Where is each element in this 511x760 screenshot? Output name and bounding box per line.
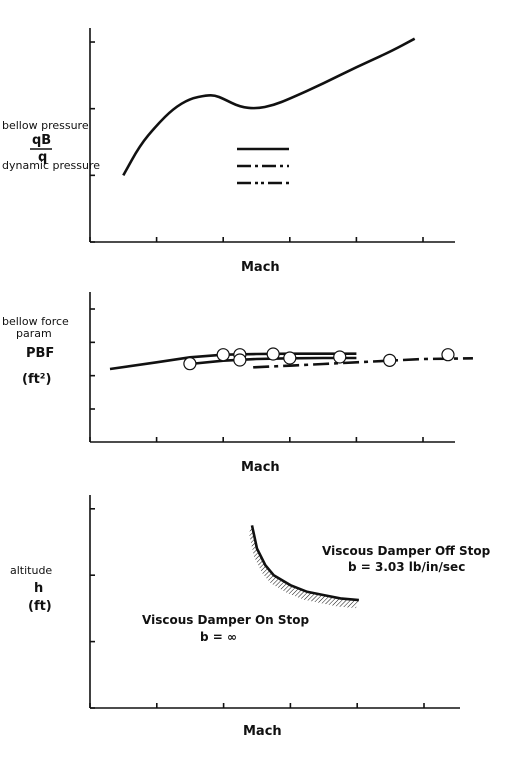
bellow-force-x-ticks bbox=[89, 437, 424, 442]
bellow-force-point-marker bbox=[283, 351, 297, 365]
pressure-ratio-chart: Mach bellow pressure qB q dynamic pressu… bbox=[2, 28, 455, 275]
altitude-boundary bbox=[248, 525, 359, 609]
altitude-boundary-line bbox=[250, 525, 359, 602]
altitude-axes bbox=[89, 495, 460, 709]
bellow-force-ylabel-top: bellow force bbox=[2, 315, 69, 328]
pressure-ratio-y-ticks bbox=[90, 41, 95, 243]
pressure-ratio-legend bbox=[237, 147, 289, 185]
region-off-stop-line1: Viscous Damper Off Stop bbox=[322, 544, 491, 558]
altitude-ylabel-top: altitude bbox=[10, 564, 52, 577]
bellow-force-point-marker bbox=[233, 353, 247, 367]
pressure-ratio-series-line bbox=[122, 37, 416, 176]
pressure-ratio-axes bbox=[89, 28, 455, 243]
altitude-y-ticks bbox=[90, 507, 95, 709]
region-on-stop-line1: Viscous Damper On Stop bbox=[142, 613, 309, 627]
bellow-force-y-ticks bbox=[90, 308, 95, 410]
altitude-ylabel-unit: (ft) bbox=[28, 599, 52, 614]
region-off-stop-line2: b = 3.03 lb/in/sec bbox=[348, 560, 465, 574]
pressure-ratio-ylabel-numerator: qB bbox=[32, 133, 51, 148]
bellow-force-points bbox=[183, 347, 455, 371]
pressure-ratio-ylabel-top: bellow pressure bbox=[2, 119, 89, 132]
bellow-force-x-label: Mach bbox=[241, 460, 280, 475]
altitude-boundary-chart: Mach altitude h (ft) Viscous Damper Off … bbox=[10, 495, 491, 739]
bellow-force-point-marker bbox=[183, 357, 197, 371]
altitude-ylabel-symbol: h bbox=[34, 581, 43, 596]
bellow-force-ylabel-unit: (ft²) bbox=[22, 372, 51, 387]
bellow-force-series-2 bbox=[253, 357, 473, 369]
region-on-stop-line2: b = ∞ bbox=[200, 630, 237, 644]
pressure-ratio-ylabel-bottom: dynamic pressure bbox=[2, 159, 100, 172]
altitude-x-ticks bbox=[89, 703, 425, 708]
pressure-ratio-x-ticks bbox=[89, 237, 424, 242]
pressure-ratio-x-label: Mach bbox=[241, 260, 280, 275]
bellow-force-point-marker bbox=[266, 347, 280, 361]
bellow-force-axes bbox=[89, 292, 455, 443]
bellow-force-ylabel-symbol: PBF bbox=[26, 346, 54, 361]
pressure-ratio-ylabel-denominator: q bbox=[38, 150, 47, 165]
bellow-force-point-marker bbox=[333, 350, 347, 364]
altitude-x-label: Mach bbox=[243, 724, 282, 739]
bellow-force-ylabel-mid: param bbox=[16, 327, 52, 340]
bellow-force-chart: Mach bellow force param PBF (ft²) bbox=[2, 292, 473, 475]
bellow-force-point-marker bbox=[216, 348, 230, 362]
bellow-force-point-marker bbox=[383, 353, 397, 367]
pressure-ratio-series bbox=[122, 37, 416, 176]
bellow-force-point-marker bbox=[441, 348, 455, 362]
